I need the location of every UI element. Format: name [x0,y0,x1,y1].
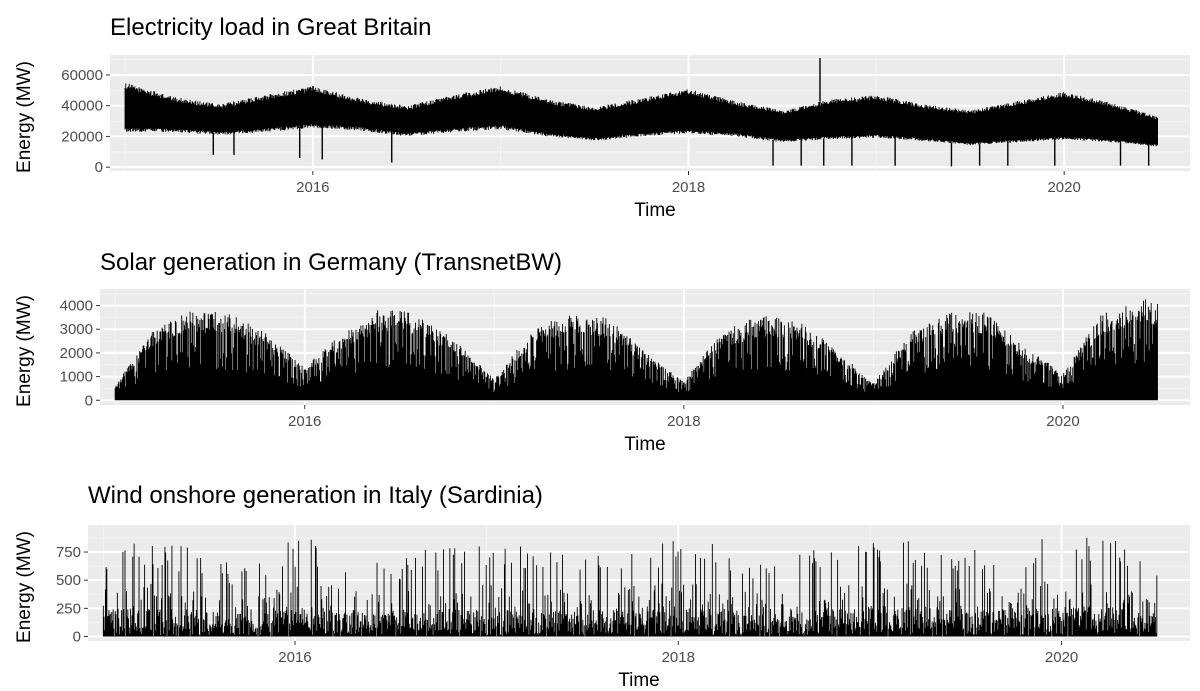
panel-solar: Solar generation in Germany (TransnetBW)… [14,249,1190,455]
chart-title: Electricity load in Great Britain [110,14,431,41]
series-line [102,537,1158,637]
x-tick-label: 2020 [1047,179,1080,196]
y-axis-label: Energy (MW) [14,531,35,643]
x-tick-label: 2018 [672,179,705,196]
x-axis-label: Time [624,434,666,455]
y-tick-label: 3000 [60,321,93,338]
y-tick-label: 500 [56,572,81,589]
x-tick-label: 2020 [1045,649,1078,666]
chart-title: Solar generation in Germany (TransnetBW) [100,249,562,276]
y-tick-label: 1000 [60,369,93,386]
x-axis-label: Time [618,670,660,691]
y-tick-label: 40000 [61,98,103,115]
y-tick-label: 4000 [60,298,93,315]
y-tick-label: 0 [85,392,93,409]
y-tick-label: 750 [56,544,81,561]
y-tick-label: 60000 [61,67,103,84]
y-tick-label: 0 [73,628,81,645]
series-line [114,299,1158,401]
x-tick-label: 2018 [662,649,695,666]
y-tick-label: 2000 [60,345,93,362]
y-axis-label: Energy (MW) [14,295,35,407]
y-tick-label: 20000 [61,128,103,145]
x-tick-label: 2018 [667,413,700,430]
y-axis-label: Energy (MW) [14,61,35,173]
x-tick-label: 2020 [1046,413,1079,430]
panel-load: Electricity load in Great Britain 0 20000 4… [14,14,1190,221]
series-line [124,83,1158,147]
y-tick-label: 0 [95,159,103,176]
chart-title: Wind onshore generation in Italy (Sardin… [88,482,543,509]
y-tick-label: 250 [56,600,81,617]
x-tick-label: 2016 [296,179,329,196]
x-axis-label: Time [634,200,676,221]
x-tick-label: 2016 [288,413,321,430]
panel-wind: Wind onshore generation in Italy (Sardin… [14,482,1190,691]
x-tick-label: 2016 [278,649,311,666]
